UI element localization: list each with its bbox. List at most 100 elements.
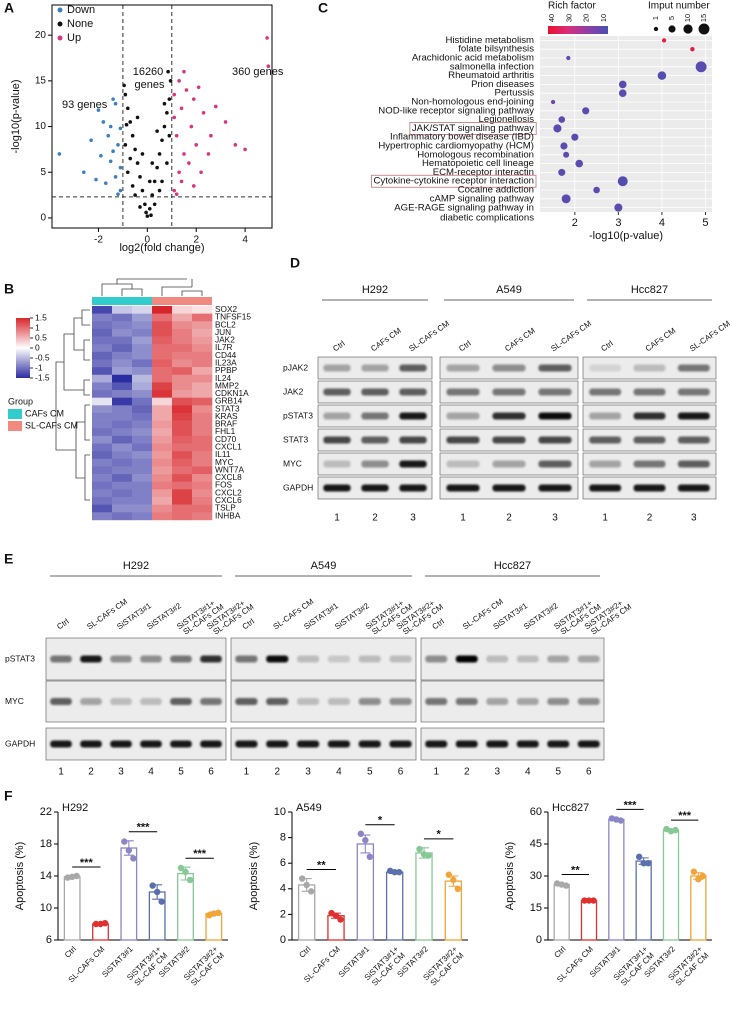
heat-cell	[112, 328, 133, 337]
point	[201, 111, 206, 115]
heat-cell	[192, 351, 213, 360]
cell-line-title: Hcc827	[631, 284, 668, 296]
heat-cell	[152, 481, 173, 490]
heat-cell	[132, 489, 153, 498]
row-label: CXCL6	[215, 495, 242, 505]
heat-cell	[172, 336, 193, 345]
heat-cell	[112, 474, 133, 483]
point	[130, 133, 135, 138]
band	[492, 364, 526, 372]
heat-cell	[172, 344, 193, 353]
bubble	[618, 89, 627, 98]
bar	[580, 899, 598, 941]
heat-cell	[152, 466, 173, 475]
band	[399, 364, 427, 372]
row-label: INHBA	[215, 510, 241, 520]
heat-cell	[92, 344, 113, 353]
colorbar-label: 1	[35, 322, 40, 332]
highlight-box	[409, 122, 537, 135]
plot-frame	[51, 4, 273, 229]
heat-cell	[132, 451, 153, 460]
data-point	[73, 872, 80, 880]
significance-label: ***	[678, 810, 692, 822]
y-tick-label: 45	[530, 838, 542, 850]
size-legend-marker	[698, 23, 710, 35]
y-tick-label: 60	[530, 806, 542, 818]
data-point	[562, 882, 570, 889]
heat-cell	[172, 382, 193, 391]
heat-cell	[132, 397, 153, 406]
band	[389, 698, 412, 705]
legend-swatch	[8, 421, 22, 431]
heat-cell	[152, 382, 173, 391]
band	[446, 364, 480, 372]
point	[116, 192, 120, 196]
bubble	[657, 71, 667, 80]
band	[538, 388, 572, 396]
row-label: JAK2	[215, 335, 235, 345]
lane-label: Ctrl	[457, 339, 473, 354]
heat-cell	[132, 420, 153, 429]
point	[138, 175, 142, 179]
point	[191, 97, 196, 101]
point	[81, 170, 86, 175]
point	[266, 64, 271, 69]
row-label: pSTAT3	[283, 410, 313, 420]
row-label: CDKN1A	[215, 388, 249, 398]
lane-label: Ctrl	[55, 617, 71, 632]
chart-title: H292	[62, 802, 88, 814]
y-tick-label: ECM-receptor interactin	[433, 167, 534, 178]
chart-title: A549	[296, 802, 322, 814]
heat-cell	[192, 382, 213, 391]
legend-title: Imput number	[648, 1, 710, 12]
lane-number: 4	[525, 767, 531, 778]
y-tick-label: 10	[35, 121, 47, 132]
heat-cell	[192, 512, 213, 521]
data-point	[121, 838, 128, 845]
band	[538, 364, 572, 372]
legend-label: None	[67, 18, 93, 30]
heat-cell	[192, 420, 213, 429]
heat-cell	[152, 497, 173, 505]
lane-number: 3	[118, 767, 124, 778]
point	[155, 129, 159, 133]
y-tick-label: 10	[274, 806, 286, 818]
lane-number: 2	[647, 513, 653, 524]
point	[94, 177, 98, 182]
data-point	[177, 864, 185, 872]
bubble	[614, 203, 623, 212]
lane-number: 4	[336, 767, 342, 778]
heat-cell	[152, 321, 173, 330]
band	[589, 460, 622, 468]
heat-cell	[192, 504, 213, 513]
heat-cell	[172, 374, 193, 383]
row-label: KRAS	[215, 411, 238, 421]
point	[143, 202, 147, 207]
band	[399, 460, 427, 468]
heat-cell	[172, 328, 193, 337]
data-point	[186, 876, 194, 884]
heat-cell	[112, 428, 133, 437]
bubble	[566, 55, 571, 61]
heat-cell	[152, 428, 173, 437]
heat-cell	[92, 435, 113, 444]
blot-strip	[230, 727, 417, 761]
heat-cell	[112, 359, 133, 368]
heat-cell	[92, 397, 113, 406]
heat-cell	[132, 435, 153, 444]
point	[184, 88, 189, 92]
heat-cell	[152, 313, 173, 322]
heat-cell	[192, 397, 213, 406]
size-legend-label: 5	[667, 16, 676, 20]
size-legend-marker	[668, 25, 676, 33]
heat-cell	[112, 504, 133, 513]
band	[323, 436, 351, 444]
point	[167, 97, 172, 101]
data-point	[690, 868, 698, 875]
y-tick-label: 2	[280, 908, 286, 920]
size-legend-label: 15	[699, 14, 708, 22]
lane-label: CAFs CM	[644, 326, 678, 353]
band	[200, 698, 222, 705]
heat-cell	[112, 313, 133, 322]
x-tick-label: 2	[193, 235, 199, 246]
